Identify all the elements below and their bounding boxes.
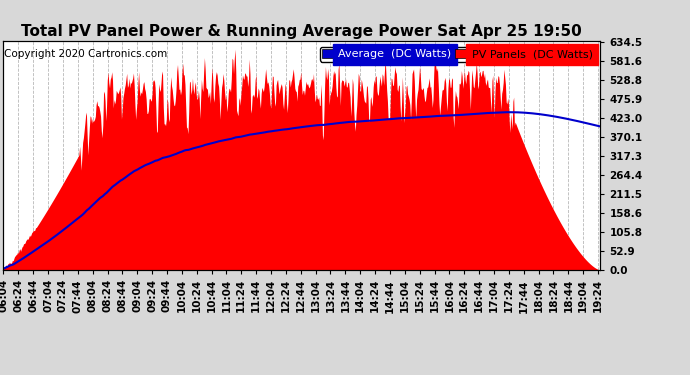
Title: Total PV Panel Power & Running Average Power Sat Apr 25 19:50: Total PV Panel Power & Running Average P… xyxy=(21,24,582,39)
Legend: Average  (DC Watts), PV Panels  (DC Watts): Average (DC Watts), PV Panels (DC Watts) xyxy=(319,47,595,62)
Text: Copyright 2020 Cartronics.com: Copyright 2020 Cartronics.com xyxy=(4,49,167,59)
